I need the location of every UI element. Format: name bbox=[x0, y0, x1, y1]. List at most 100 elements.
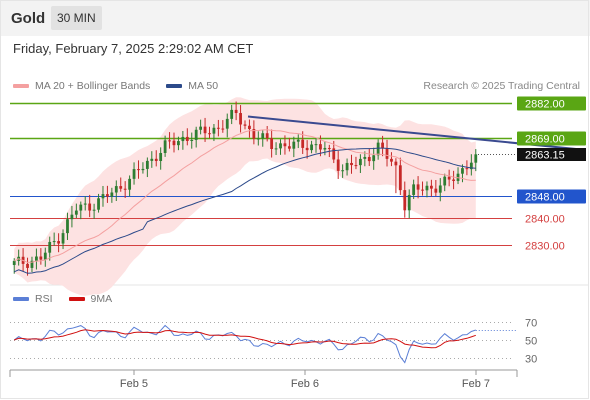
bollinger-band bbox=[14, 97, 476, 296]
level-2869-00-tag bbox=[517, 131, 586, 146]
candle-body bbox=[190, 139, 194, 141]
candle-body bbox=[132, 169, 136, 179]
ma50-line bbox=[13, 147, 476, 274]
candle-body bbox=[452, 179, 455, 181]
candle-body bbox=[97, 198, 100, 210]
timeframe-button[interactable]: 30 MIN bbox=[51, 6, 102, 30]
candle-body bbox=[123, 188, 127, 190]
candle-body bbox=[296, 139, 300, 142]
candle-body bbox=[301, 139, 305, 148]
candle-body bbox=[203, 126, 207, 134]
candle-body bbox=[292, 141, 296, 149]
candle-body bbox=[150, 158, 154, 161]
candle-body bbox=[358, 158, 362, 166]
candle-body bbox=[434, 188, 438, 193]
candle-body bbox=[141, 168, 145, 171]
candle-body bbox=[52, 241, 56, 243]
instrument-title: Gold bbox=[11, 10, 46, 27]
candle-body bbox=[208, 133, 211, 135]
candle-body bbox=[172, 140, 176, 146]
candle-body bbox=[110, 192, 114, 197]
candle-body bbox=[74, 210, 78, 215]
candle-body bbox=[407, 194, 411, 211]
candle-body bbox=[265, 133, 269, 139]
9ma-swatch bbox=[68, 297, 85, 301]
candle-body bbox=[261, 133, 265, 139]
candle-body bbox=[61, 233, 65, 244]
legend-item-9ma: 9MA bbox=[68, 293, 112, 305]
candle-body bbox=[412, 184, 416, 195]
legend-label-rsi: RSI bbox=[35, 293, 53, 305]
candle-body bbox=[305, 147, 309, 151]
level-2863-15-label: 2863.15 bbox=[525, 150, 565, 162]
candle-body bbox=[194, 129, 198, 140]
candle-body bbox=[12, 260, 16, 265]
candle-body bbox=[421, 189, 424, 191]
main-legend: MA 20 + Bollinger Bands MA 50 bbox=[13, 80, 234, 92]
candle-body bbox=[230, 109, 234, 119]
legend-item-bollinger: MA 20 + Bollinger Bands bbox=[13, 80, 150, 92]
candle-body bbox=[159, 152, 163, 162]
candle-body bbox=[185, 136, 189, 141]
candle-body bbox=[221, 128, 225, 130]
candle-body bbox=[425, 185, 429, 191]
legend-item-ma50: MA 50 bbox=[166, 80, 218, 92]
candle-body bbox=[30, 260, 34, 268]
candle-body bbox=[243, 124, 247, 126]
rsi-tick-50: 50 bbox=[525, 336, 537, 348]
candle-body bbox=[83, 203, 87, 205]
9ma-line bbox=[14, 329, 476, 349]
candle-body bbox=[163, 140, 167, 153]
candle-body bbox=[341, 170, 345, 172]
candles-layer bbox=[12, 101, 478, 276]
candle-body bbox=[239, 113, 242, 125]
rsi-layer: 70 50 30 bbox=[10, 318, 537, 366]
rsi-line bbox=[13, 324, 476, 364]
candle-body bbox=[128, 178, 132, 190]
candle-body bbox=[248, 125, 251, 130]
x-axis-labels: Feb 5 Feb 6 Feb 7 bbox=[120, 370, 490, 390]
candle-body bbox=[314, 144, 318, 146]
rsi-swatch bbox=[13, 297, 29, 301]
candle-body bbox=[385, 148, 389, 159]
candle-body bbox=[274, 148, 278, 150]
level-2863-15-tag bbox=[517, 148, 586, 161]
candle-body bbox=[43, 252, 47, 260]
level-2882-00-tag bbox=[517, 96, 586, 111]
candle-body bbox=[465, 168, 469, 170]
candle-body bbox=[332, 148, 336, 160]
level-2869-00-label: 2869.00 bbox=[525, 134, 565, 146]
candle-body bbox=[88, 203, 92, 211]
candle-body bbox=[92, 209, 96, 211]
candle-body bbox=[137, 169, 140, 171]
rsi-legend: RSI 9MA bbox=[13, 293, 128, 305]
candle-body bbox=[119, 186, 123, 189]
candle-body bbox=[145, 160, 149, 169]
candle-body bbox=[394, 161, 398, 166]
candle-body bbox=[181, 136, 185, 142]
bollinger-band-layer bbox=[14, 97, 476, 296]
candle-body bbox=[323, 147, 327, 150]
level-2830-00-label: 2830.00 bbox=[525, 241, 565, 253]
level-2848-00-tag bbox=[517, 189, 586, 204]
candle-body bbox=[372, 155, 376, 162]
candle-body bbox=[350, 162, 353, 166]
candle-body bbox=[381, 142, 384, 149]
legend-label-bollinger: MA 20 + Bollinger Bands bbox=[35, 80, 151, 92]
legend-label-ma50: MA 50 bbox=[188, 80, 219, 92]
candle-body bbox=[101, 194, 105, 199]
candle-body bbox=[234, 109, 238, 114]
bollinger-swatch bbox=[13, 84, 29, 88]
candle-body bbox=[256, 138, 260, 140]
candle-body bbox=[225, 118, 229, 129]
credit-text: Research © 2025 Trading Central bbox=[423, 80, 580, 92]
candle-body bbox=[177, 141, 180, 146]
candle-body bbox=[461, 168, 464, 174]
candle-body bbox=[114, 186, 118, 193]
candle-body bbox=[35, 256, 38, 261]
candle-body bbox=[79, 204, 83, 211]
candle-body bbox=[212, 127, 216, 134]
candle-body bbox=[367, 156, 371, 162]
level-lines-layer bbox=[10, 102, 516, 246]
